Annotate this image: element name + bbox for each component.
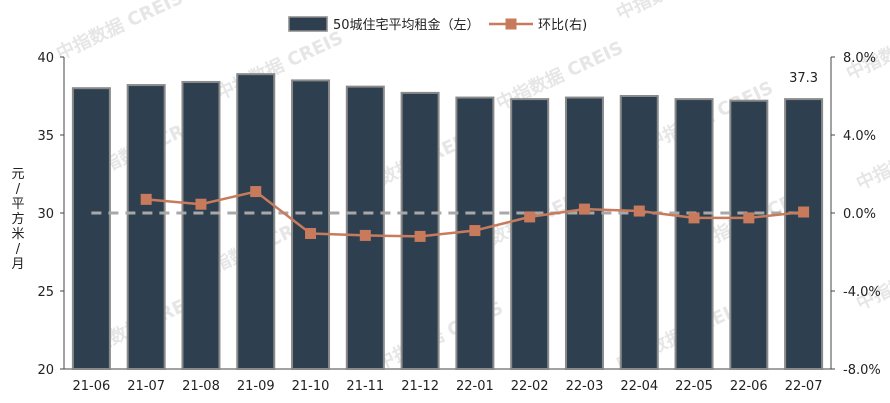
bar-22-07	[784, 98, 824, 371]
bar-22-05	[674, 98, 714, 371]
bar-22-03	[564, 96, 604, 370]
x-tick-label: 21-10	[292, 379, 330, 394]
legend-swatch-bar	[288, 16, 328, 32]
line-marker-21-07	[140, 193, 152, 205]
y-axis-label: 元/平方米/月	[11, 167, 24, 272]
y-tick-label-left: 25	[37, 285, 54, 300]
x-tick-label: 22-05	[675, 379, 713, 394]
line-marker-22-06	[743, 212, 755, 224]
y-tick-label-right: -8.0%	[843, 363, 881, 378]
line-marker-21-09	[250, 186, 262, 198]
watermark-15: 中指数据 CREIS	[853, 237, 890, 315]
x-tick-label: 21-12	[401, 379, 439, 394]
line-marker-21-12	[414, 230, 426, 242]
bar-21-09	[236, 73, 276, 370]
y-tick-label-right: -4.0%	[843, 285, 881, 300]
line-marker-22-02	[524, 211, 536, 223]
legend: 50城住宅平均租金（左） 环比(右)	[288, 16, 587, 33]
y-tick-label-right: 4.0%	[843, 129, 876, 144]
bar-21-08	[181, 80, 221, 371]
x-tick-label: 21-09	[237, 379, 275, 394]
line-marker-21-11	[359, 229, 371, 241]
line-marker-22-07	[798, 206, 810, 218]
bar-22-02	[510, 98, 550, 371]
line-marker-22-01	[469, 225, 481, 237]
line-marker-21-08	[195, 198, 207, 210]
y-tick-label-left: 35	[37, 129, 54, 144]
legend-label-line: 环比(右)	[538, 18, 587, 33]
x-tick-label: 22-04	[620, 379, 658, 394]
legend-swatch-marker	[505, 18, 517, 30]
watermark-0: 中指数据 CREIS	[53, 0, 187, 65]
bar-21-11	[345, 85, 385, 370]
y-tick-label-left: 30	[37, 207, 54, 222]
bar-22-04	[619, 95, 659, 370]
line-marker-22-03	[578, 203, 590, 215]
y-tick-label-right: 0.0%	[843, 207, 876, 222]
y-tick-label-left: 40	[37, 51, 54, 66]
bar-21-06	[71, 87, 111, 370]
x-tick-label: 21-06	[73, 379, 111, 394]
x-tick-label: 22-07	[785, 379, 823, 394]
x-tick-label: 21-08	[182, 379, 220, 394]
watermark-7: 中指数据 CREIS	[843, 7, 890, 85]
line-marker-21-10	[305, 227, 317, 239]
line-marker-22-05	[688, 212, 700, 224]
y-tick-label-right: 8.0%	[843, 51, 876, 66]
plot-area: 20 25 30 35 40 -8.0% -4.0% 0.0% 4.0% 8.0% 元/平方米/月 2…	[11, 51, 880, 394]
watermark-1: 中指数据 CREIS	[613, 0, 747, 25]
x-tick-label: 22-01	[456, 379, 494, 394]
y-tick-label-left: 20	[37, 363, 54, 378]
x-tick-label: 22-06	[730, 379, 768, 394]
line-marker-22-04	[633, 205, 645, 217]
bar-22-06	[729, 99, 769, 371]
x-tick-label: 21-07	[127, 379, 165, 394]
x-tick-label: 21-11	[346, 379, 384, 394]
legend-label-bar: 50城住宅平均租金（左）	[333, 17, 480, 33]
bar-21-07	[126, 84, 166, 371]
x-tick-label: 22-02	[511, 379, 549, 394]
last-value-label: 37.3	[789, 71, 818, 86]
x-tick-label: 22-03	[566, 379, 604, 394]
